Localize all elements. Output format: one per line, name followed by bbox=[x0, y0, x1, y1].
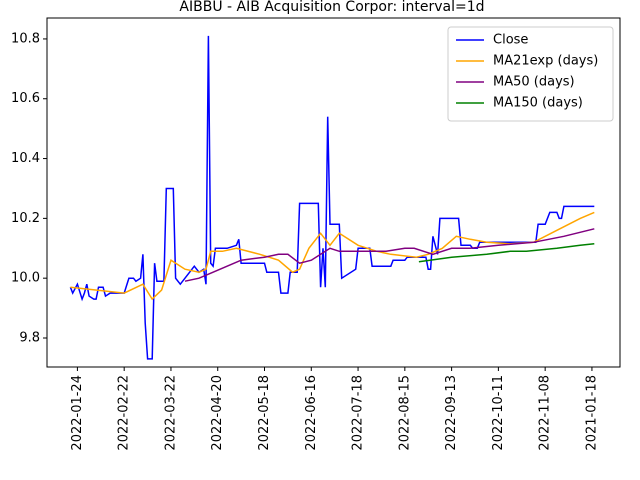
y-tick-label: 10.2 bbox=[11, 211, 40, 226]
x-tick-label: 2022-03-22 bbox=[163, 375, 178, 451]
y-tick-label: 10.6 bbox=[11, 91, 40, 106]
series-line bbox=[70, 211, 595, 301]
legend-label: MA21exp (days) bbox=[493, 54, 598, 69]
series-line bbox=[69, 35, 595, 360]
x-tick-label: 2022-11-08 bbox=[538, 375, 553, 451]
x-tick-label: 2022-02-22 bbox=[117, 375, 132, 451]
x-tick-label: 2022-05-18 bbox=[257, 375, 272, 451]
x-tick-label: 2022-04-20 bbox=[210, 375, 225, 451]
x-tick-label: 2022-01-24 bbox=[70, 375, 85, 451]
y-tick-label: 10.0 bbox=[11, 271, 40, 286]
x-tick-label: 2022-07-18 bbox=[351, 375, 366, 451]
legend-label: MA50 (days) bbox=[493, 75, 575, 90]
legend-label: MA150 (days) bbox=[493, 96, 583, 111]
legend-label: Close bbox=[493, 33, 528, 48]
chart-title: AIBBU - AIB Acquisition Corpor: interval… bbox=[179, 0, 484, 15]
x-tick-label: 2022-06-16 bbox=[304, 375, 319, 451]
x-tick-label: 2021-01-18 bbox=[584, 375, 599, 451]
series-line bbox=[184, 228, 595, 282]
x-tick-label: 2022-09-13 bbox=[444, 375, 459, 451]
y-tick-label: 9.8 bbox=[19, 330, 40, 345]
legend-box bbox=[447, 26, 614, 122]
y-tick-label: 10.8 bbox=[11, 31, 40, 46]
y-tick-label: 10.4 bbox=[11, 151, 40, 166]
series-line bbox=[418, 243, 595, 263]
plot-frame bbox=[46, 17, 621, 368]
x-tick-label: 2022-10-11 bbox=[491, 375, 506, 451]
x-tick-label: 2022-08-15 bbox=[397, 375, 412, 451]
